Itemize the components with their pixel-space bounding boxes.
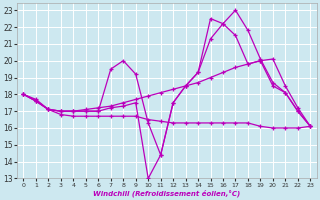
X-axis label: Windchill (Refroidissement éolien,°C): Windchill (Refroidissement éolien,°C)	[93, 189, 241, 197]
